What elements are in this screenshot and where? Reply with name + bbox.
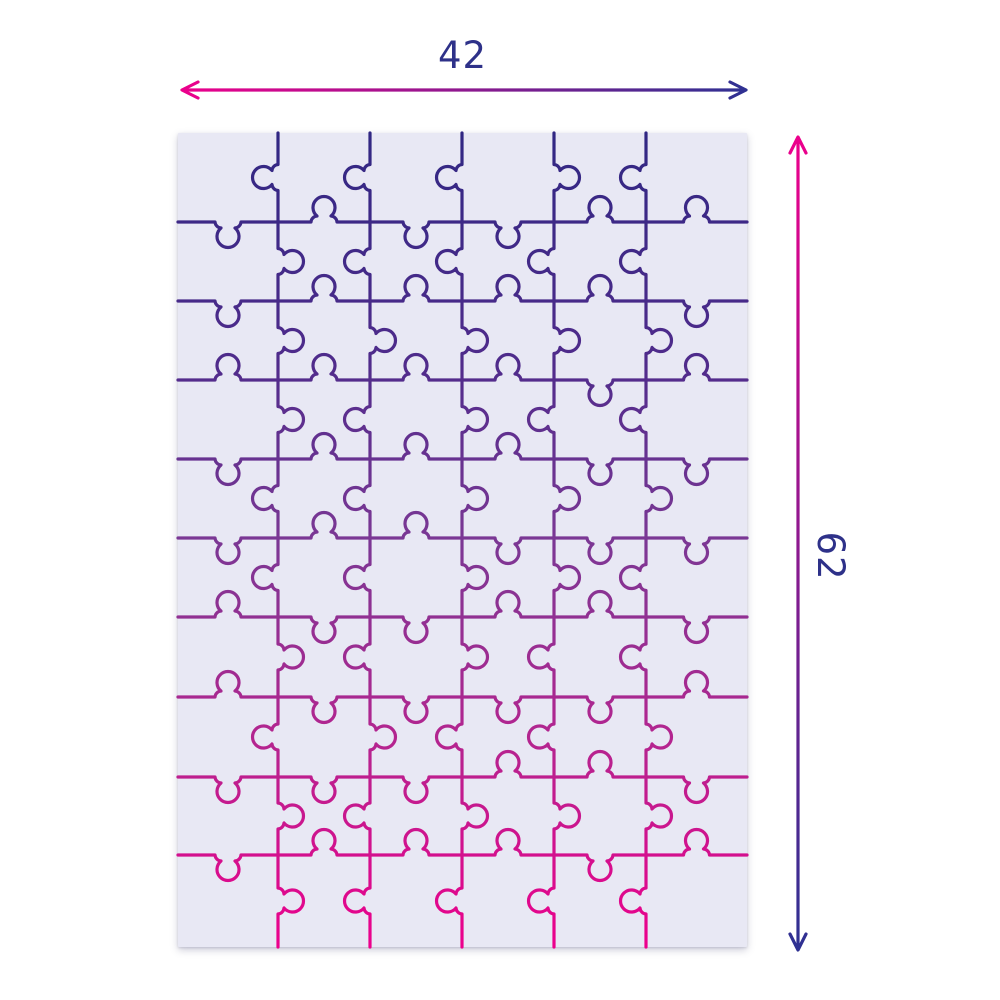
width-dimension-label: 42 [437,34,488,77]
width-arrow-right-head [728,80,748,100]
puzzle-grid-lines [176,131,749,949]
height-arrow-bottom-head [788,932,808,952]
height-arrow-top-head [788,135,808,155]
height-dimension-label: 62 [809,531,852,581]
height-arrow [788,135,808,952]
width-arrow [180,80,748,100]
width-arrow-left-head [180,80,200,100]
